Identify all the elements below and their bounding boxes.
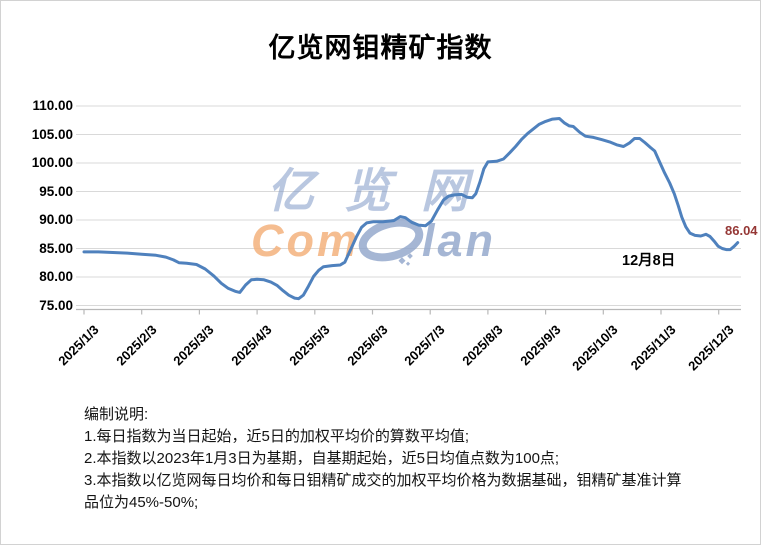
y-tick-label: 75.00	[39, 297, 73, 313]
index-series-line	[82, 117, 740, 301]
watermark-brand-cn: 亿览网	[267, 164, 498, 217]
index-line	[82, 117, 740, 301]
y-tick-label: 85.00	[39, 240, 73, 256]
y-tick-label: 80.00	[39, 269, 73, 284]
last-value-label: 86.04	[725, 223, 758, 238]
note-line: 1.每日指数为当日起始，近5日的加权平均价的算数平均值;	[84, 428, 470, 445]
watermark-word-com: Com	[251, 215, 360, 266]
last-date-label: 12月8日	[622, 253, 676, 269]
y-tick-label: 110.00	[32, 98, 73, 113]
globe-icon	[358, 218, 424, 266]
note-line: 编制说明:	[84, 406, 149, 423]
watermark-brand-en: Com lan	[251, 212, 496, 270]
note-line: 3.本指数以亿览网每日均价和每日钼精矿成交的加权平均价格为数据基础，钼精矿基准计…	[84, 472, 682, 489]
chart-area: 亿览网 Com lan 110.00 105.00 100.00 95.00 90.00	[1, 96, 760, 396]
y-tick-label: 90.00	[39, 212, 73, 227]
y-tick-label: 105.00	[31, 126, 73, 142]
watermark-word-lan: lan	[422, 215, 497, 266]
y-tick-label: 95.00	[39, 183, 73, 199]
note-line: 品位为45%-50%;	[84, 494, 199, 511]
chart-title: 亿览网钼精矿指数	[268, 33, 493, 63]
note-line: 2.本指数以2023年1月3日为基期，自基期起始，近5日均值点数为100点;	[84, 450, 560, 467]
notes: 编制说明: 1.每日指数为当日起始，近5日的加权平均价的算数平均值; 2.本指数以2…	[84, 404, 682, 514]
y-tick-label: 100.00	[31, 155, 73, 170]
